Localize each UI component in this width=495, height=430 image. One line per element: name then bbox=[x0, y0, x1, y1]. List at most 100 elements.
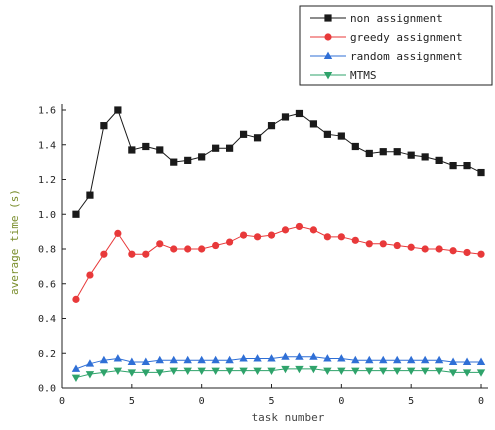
data-point bbox=[169, 355, 178, 364]
data-point bbox=[407, 151, 415, 159]
data-point bbox=[337, 233, 345, 241]
data-point bbox=[85, 371, 95, 379]
data-point bbox=[463, 248, 471, 257]
data-point bbox=[365, 149, 373, 158]
data-point bbox=[267, 354, 276, 362]
data-point bbox=[365, 240, 373, 248]
data-point bbox=[476, 357, 486, 365]
x-tick-label: 0 bbox=[478, 396, 484, 407]
data-point bbox=[365, 367, 374, 376]
data-point bbox=[86, 271, 94, 279]
legend-item: non assignment bbox=[310, 12, 443, 25]
data-point bbox=[239, 231, 248, 239]
data-point bbox=[365, 355, 374, 364]
legend-item: MTMS bbox=[310, 69, 377, 82]
data-point bbox=[435, 245, 443, 253]
data-point bbox=[142, 142, 150, 151]
series-line bbox=[75, 368, 482, 379]
data-point bbox=[379, 148, 387, 156]
data-point bbox=[239, 367, 248, 376]
series-2 bbox=[71, 352, 486, 372]
data-point bbox=[239, 130, 248, 138]
data-point bbox=[351, 367, 360, 376]
data-point bbox=[407, 243, 415, 251]
data-point bbox=[197, 367, 206, 376]
x-axis-ticks: 0 5 0 5 0 5 0 bbox=[59, 384, 484, 407]
data-point bbox=[100, 250, 108, 258]
data-point bbox=[406, 367, 416, 376]
data-point bbox=[184, 245, 192, 253]
y-tick-label: 1.6 bbox=[38, 106, 56, 117]
data-point bbox=[225, 367, 234, 376]
data-point bbox=[393, 241, 401, 250]
x-tick-label: 5 bbox=[268, 396, 274, 407]
data-point bbox=[267, 122, 276, 130]
data-point bbox=[128, 146, 136, 154]
series-layer bbox=[71, 106, 486, 382]
x-tick-label: 0 bbox=[338, 396, 344, 407]
data-point bbox=[323, 354, 332, 362]
x-tick-label: 5 bbox=[408, 396, 414, 407]
data-point bbox=[406, 355, 416, 364]
data-point bbox=[197, 355, 206, 364]
x-tick-label: 0 bbox=[59, 396, 65, 407]
y-tick-label: 0.6 bbox=[38, 279, 56, 290]
data-point bbox=[100, 122, 108, 130]
data-point bbox=[239, 354, 248, 362]
data-point bbox=[184, 156, 192, 164]
legend-label: non assignment bbox=[350, 12, 443, 25]
plot-frame bbox=[61, 104, 488, 389]
data-point bbox=[448, 369, 458, 377]
data-point bbox=[183, 355, 192, 364]
data-point bbox=[337, 132, 345, 140]
data-point bbox=[309, 365, 318, 374]
data-point bbox=[420, 355, 430, 364]
data-point bbox=[114, 229, 122, 237]
data-point bbox=[351, 236, 359, 244]
data-point bbox=[309, 352, 318, 360]
data-point bbox=[72, 210, 80, 218]
legend-item: greedy assignment bbox=[310, 31, 463, 44]
data-point bbox=[449, 162, 457, 170]
series-line bbox=[75, 109, 482, 215]
data-point bbox=[337, 367, 346, 376]
data-point bbox=[323, 367, 332, 376]
x-tick-label: 5 bbox=[129, 396, 135, 407]
data-point bbox=[337, 354, 346, 362]
data-point bbox=[462, 369, 472, 377]
data-point bbox=[281, 365, 290, 374]
data-point bbox=[113, 367, 123, 376]
data-point bbox=[99, 355, 109, 364]
data-point bbox=[281, 226, 290, 234]
data-point bbox=[113, 354, 123, 362]
legend-label: MTMS bbox=[350, 69, 377, 82]
data-point bbox=[99, 369, 109, 377]
data-point bbox=[253, 233, 262, 241]
series-line bbox=[75, 356, 482, 370]
legend-marker bbox=[324, 33, 332, 41]
data-point bbox=[295, 365, 304, 374]
data-point bbox=[463, 162, 471, 170]
data-point bbox=[477, 250, 485, 258]
data-point bbox=[309, 120, 318, 128]
data-point bbox=[295, 352, 304, 360]
legend-marker bbox=[323, 72, 333, 80]
data-point bbox=[86, 191, 94, 199]
data-point bbox=[226, 238, 234, 246]
legend: non assignment greedy assignment random as… bbox=[299, 5, 493, 86]
data-point bbox=[420, 367, 430, 376]
data-point bbox=[393, 148, 401, 156]
data-point bbox=[267, 231, 276, 239]
data-point bbox=[71, 364, 81, 372]
data-point bbox=[393, 355, 402, 364]
data-point bbox=[211, 355, 220, 364]
data-point bbox=[379, 240, 387, 248]
y-tick-label: 0.4 bbox=[38, 314, 56, 325]
data-point bbox=[198, 153, 206, 161]
legend-label: greedy assignment bbox=[350, 31, 463, 44]
y-tick-label: 0.2 bbox=[38, 349, 56, 360]
data-point bbox=[448, 357, 458, 365]
data-point bbox=[351, 355, 360, 364]
data-point bbox=[71, 374, 81, 382]
